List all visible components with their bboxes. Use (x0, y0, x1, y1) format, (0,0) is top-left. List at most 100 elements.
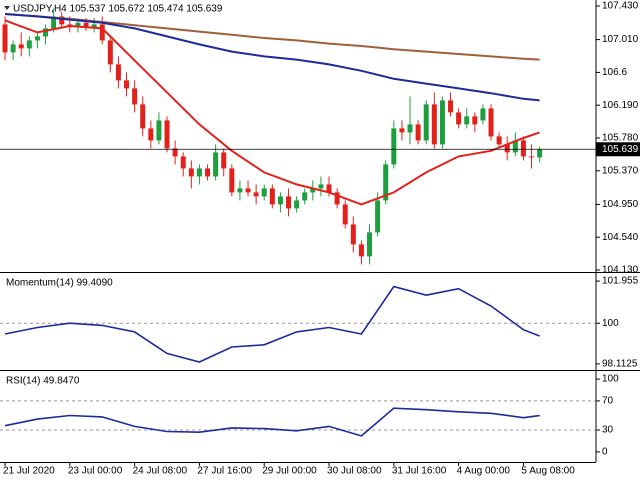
candle-body (358, 244, 364, 257)
candle-body (310, 188, 316, 193)
y-tick-label: 105.780 (602, 133, 639, 144)
x-tick-label: 29 Jul 00:00 (262, 466, 317, 477)
price-label-box (596, 142, 640, 157)
candle-body (75, 22, 81, 26)
candle-body (399, 128, 405, 133)
y-tick-label: 107.430 (602, 1, 639, 12)
indicator-title: RSI(14) 49.8470 (6, 376, 80, 387)
candle-body (59, 16, 65, 25)
candle-body (140, 104, 146, 129)
candle-body (172, 148, 178, 157)
y-tick-label: 104.540 (602, 232, 639, 243)
candle-body (51, 16, 57, 29)
y-tick-label: 70 (602, 396, 614, 407)
candle-body (26, 40, 32, 49)
candle-body (407, 124, 413, 133)
candle-body (302, 192, 308, 201)
price-label: 105.639 (602, 144, 639, 155)
candle-body (277, 196, 283, 205)
candle-body (529, 156, 535, 158)
candle-body (448, 100, 454, 113)
candle-body (91, 24, 97, 28)
candle-body (132, 88, 138, 105)
candle-body (124, 80, 130, 89)
candle-body (512, 140, 518, 153)
y-tick-label: 101.955 (602, 276, 639, 287)
candle-body (221, 152, 227, 169)
candle-body (480, 108, 486, 121)
y-tick-label: 98.1125 (602, 359, 638, 370)
candle-body (423, 104, 429, 141)
candle-body (2, 24, 8, 53)
candle-body (294, 200, 300, 209)
candle-body (342, 204, 348, 225)
candle-body (83, 22, 89, 28)
x-tick-label: 27 Jul 16:00 (197, 466, 252, 477)
candle-body (245, 188, 251, 193)
candle-body (261, 188, 267, 197)
y-tick-label: 107.010 (602, 34, 639, 45)
candle-body (383, 164, 389, 201)
x-tick-label: 24 Jul 08:00 (133, 466, 188, 477)
candle-body (196, 168, 202, 177)
y-tick-label: 0 (602, 447, 608, 458)
candle-body (10, 44, 16, 53)
candle-body (213, 152, 219, 177)
candle-body (537, 149, 543, 158)
candle-body (431, 104, 437, 145)
indicator-title: Momentum(14) 99.4090 (6, 278, 113, 289)
candle-body (375, 200, 381, 233)
candle-body (391, 128, 397, 165)
candle-body (107, 40, 113, 65)
candle-body (334, 192, 340, 205)
symbol-icon (4, 6, 10, 10)
candle-body (439, 100, 445, 145)
candle-body (472, 116, 478, 125)
y-tick-label: 104.130 (602, 265, 639, 276)
candle-body (188, 168, 194, 177)
candle-body (286, 196, 292, 209)
candle-body (488, 108, 494, 137)
y-tick-label: 105.370 (602, 165, 639, 176)
candle-body (415, 124, 421, 141)
candle-body (496, 136, 502, 145)
chart-title: USDJPY,H4 105.537 105.672 105.474 105.63… (13, 4, 223, 15)
y-tick-label: 100 (602, 318, 619, 329)
candle-body (115, 64, 121, 81)
candle-body (253, 192, 259, 197)
indicator-line (4, 285, 540, 363)
indicator-line (4, 407, 540, 437)
candle-body (34, 36, 40, 41)
candle-body (520, 140, 526, 157)
candle-body (18, 44, 24, 49)
candle-body (148, 128, 154, 141)
x-tick-label: 4 Aug 00:00 (457, 466, 511, 477)
candle-body (318, 184, 324, 189)
candle-body (350, 224, 356, 245)
candle-body (229, 168, 235, 193)
candle-body (180, 156, 186, 169)
candle-body (237, 188, 243, 193)
candle-body (326, 184, 332, 193)
x-tick-label: 21 Jul 2020 (3, 466, 55, 477)
y-tick-label: 106.190 (602, 100, 639, 111)
x-tick-label: 5 Aug 08:00 (521, 466, 575, 477)
candle-body (367, 232, 373, 257)
x-tick-label: 30 Jul 08:00 (327, 466, 382, 477)
candle-body (164, 120, 170, 149)
candle-body (269, 188, 275, 205)
y-tick-label: 104.950 (602, 199, 639, 210)
y-tick-label: 106.6 (602, 67, 627, 78)
candle-body (464, 116, 470, 125)
indicator-line (4, 13, 540, 102)
y-tick-label: 100 (602, 374, 619, 385)
candle-body (504, 144, 510, 153)
candle-body (99, 24, 105, 41)
x-tick-label: 23 Jul 00:00 (68, 466, 123, 477)
candle-body (156, 120, 162, 141)
indicator-line (4, 19, 540, 206)
candle-body (205, 168, 211, 177)
x-tick-label: 31 Jul 16:00 (392, 466, 447, 477)
